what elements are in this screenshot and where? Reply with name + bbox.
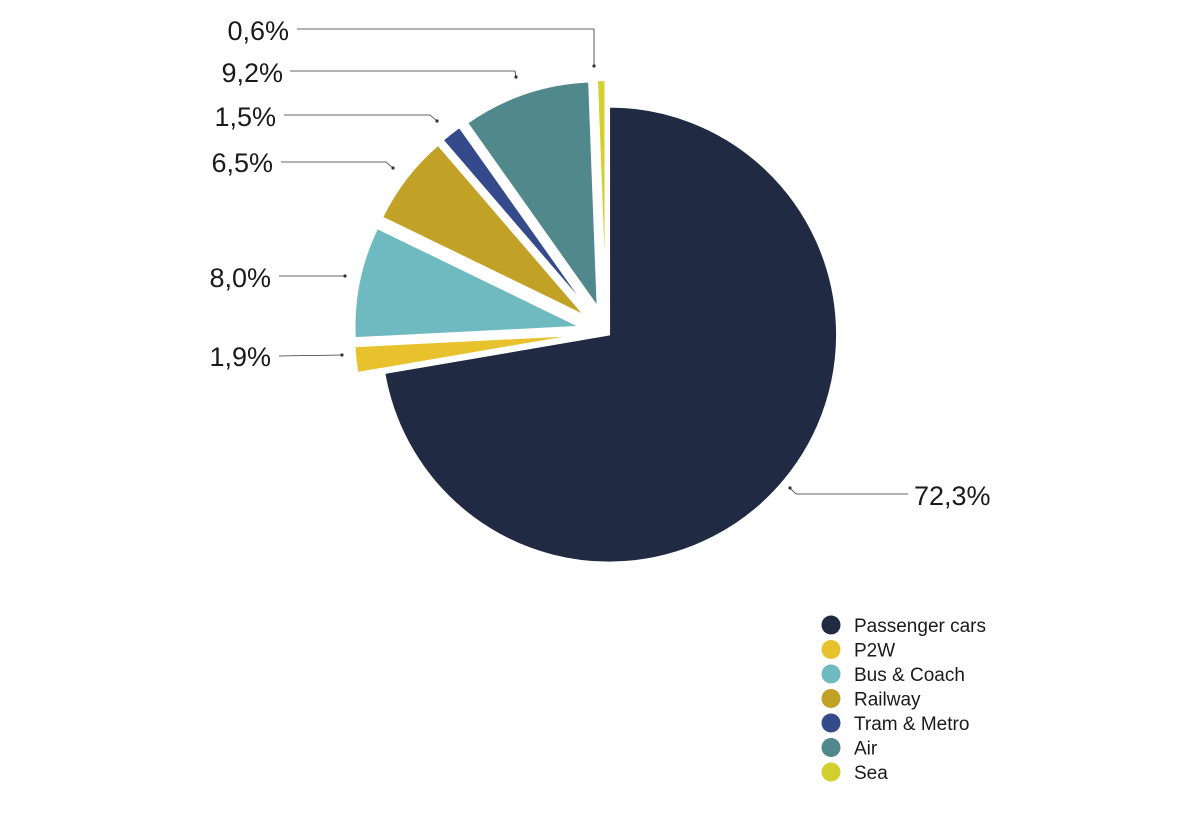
leader-end-bus-and-coach bbox=[343, 274, 347, 278]
pie-slice-air bbox=[465, 80, 599, 311]
leader-line-passenger-cars bbox=[789, 487, 908, 495]
value-label-bus-and-coach: 8,0% bbox=[209, 263, 271, 293]
legend-swatch-air bbox=[821, 738, 841, 757]
leader-end-air bbox=[514, 75, 518, 79]
legend-label-sea: Sea bbox=[854, 763, 888, 784]
legend-item-p2w: P2W bbox=[821, 640, 895, 662]
value-label-passenger-cars: 72,3% bbox=[914, 481, 991, 511]
legend-label-tram-and-metro: Tram & Metro bbox=[854, 714, 969, 735]
legend-item-railway: Railway bbox=[821, 689, 921, 711]
legend-swatch-p2w bbox=[821, 640, 841, 659]
pie-slice-p2w bbox=[353, 333, 581, 375]
legend-item-tram-and-metro: Tram & Metro bbox=[821, 713, 969, 735]
leader-lines bbox=[278, 28, 908, 495]
legend-item-passenger-cars: Passenger cars bbox=[821, 615, 986, 637]
leader-end-tram-and-metro bbox=[435, 119, 439, 123]
legend-swatch-tram-and-metro bbox=[821, 713, 841, 733]
value-label-sea: 0,6% bbox=[227, 16, 289, 46]
pie-slice-passenger-cars bbox=[383, 105, 839, 564]
leader-line-railway bbox=[281, 161, 394, 169]
pie-slice-railway bbox=[380, 143, 587, 318]
legend-item-sea: Sea bbox=[821, 762, 888, 784]
value-label-p2w: 1,9% bbox=[209, 342, 271, 372]
leader-end-passenger-cars bbox=[788, 486, 792, 490]
legend-label-railway: Railway bbox=[854, 690, 921, 711]
value-label-tram-and-metro: 1,5% bbox=[214, 102, 276, 132]
legend-swatch-bus-and-coach bbox=[821, 664, 841, 684]
legend-item-bus-and-coach: Bus & Coach bbox=[821, 664, 965, 686]
leader-line-air bbox=[290, 70, 517, 78]
pie-slice-tram-and-metro bbox=[441, 125, 591, 313]
legend-label-air: Air bbox=[854, 739, 878, 760]
pie-slices bbox=[353, 78, 839, 564]
legend-label-bus-and-coach: Bus & Coach bbox=[854, 665, 965, 686]
pie-slice-bus-and-coach bbox=[353, 226, 581, 340]
legend-label-passenger-cars: Passenger cars bbox=[854, 616, 986, 637]
leader-line-tram-and-metro bbox=[284, 114, 438, 122]
pie-slice-sea bbox=[595, 78, 607, 307]
value-label-air: 9,2% bbox=[221, 58, 283, 88]
leader-line-p2w bbox=[278, 354, 343, 357]
legend-label-p2w: P2W bbox=[854, 641, 895, 662]
leader-end-sea bbox=[592, 64, 596, 68]
leader-end-railway bbox=[391, 166, 395, 170]
legend: Passenger cars P2W Bus & Coach Railway Tram … bbox=[821, 615, 986, 784]
legend-swatch-passenger-cars bbox=[821, 615, 841, 635]
value-label-railway: 6,5% bbox=[211, 148, 273, 178]
leader-line-sea bbox=[297, 28, 595, 66]
legend-item-air: Air bbox=[821, 738, 878, 760]
legend-swatch-sea bbox=[821, 762, 841, 782]
leader-end-p2w bbox=[340, 353, 344, 357]
legend-swatch-railway bbox=[821, 689, 841, 708]
value-labels: 72,3% 1,9% 8,0% 6,5% 1,5% 9,2% 0,6% bbox=[209, 16, 990, 511]
